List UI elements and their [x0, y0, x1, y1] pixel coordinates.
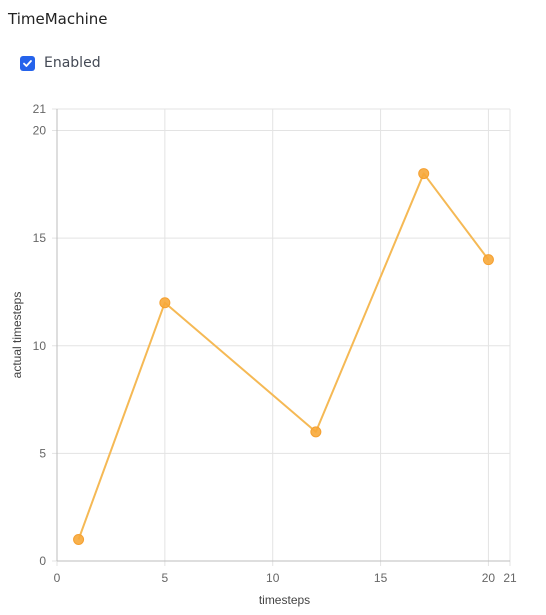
y-axis-label: actual timesteps: [10, 292, 24, 379]
x-axis-label: timesteps: [259, 593, 310, 607]
x-tick-label: 5: [162, 571, 169, 585]
y-tick-label: 21: [33, 102, 47, 116]
y-tick-label: 20: [33, 124, 47, 138]
chart-series: [73, 168, 494, 545]
x-tick-label: 21: [503, 571, 517, 585]
data-point: [159, 297, 171, 309]
chart-grid: [52, 108, 511, 566]
y-tick-label: 0: [39, 554, 46, 568]
series-line: [77, 172, 490, 540]
x-tick-labels: 0 5 10 15 20 21: [54, 571, 517, 585]
data-point: [482, 254, 494, 266]
x-tick-label: 15: [374, 571, 388, 585]
y-tick-label: 10: [33, 339, 47, 353]
enabled-toggle[interactable]: Enabled: [20, 55, 101, 71]
data-point: [418, 168, 430, 180]
y-tick-label: 5: [39, 446, 46, 460]
chart-axes: [56, 109, 510, 562]
panel-title: TimeMachine: [8, 10, 108, 28]
x-tick-label: 10: [266, 571, 280, 585]
x-tick-label: 20: [482, 571, 496, 585]
enabled-checkbox[interactable]: [20, 55, 35, 71]
y-tick-label: 15: [33, 231, 47, 245]
data-point: [310, 426, 322, 438]
x-tick-label: 0: [54, 571, 61, 585]
enabled-label: Enabled: [44, 55, 101, 71]
checkmark-icon: [23, 59, 32, 67]
y-tick-labels: 0 5 10 15 20 21: [33, 102, 47, 568]
data-point: [73, 533, 85, 545]
